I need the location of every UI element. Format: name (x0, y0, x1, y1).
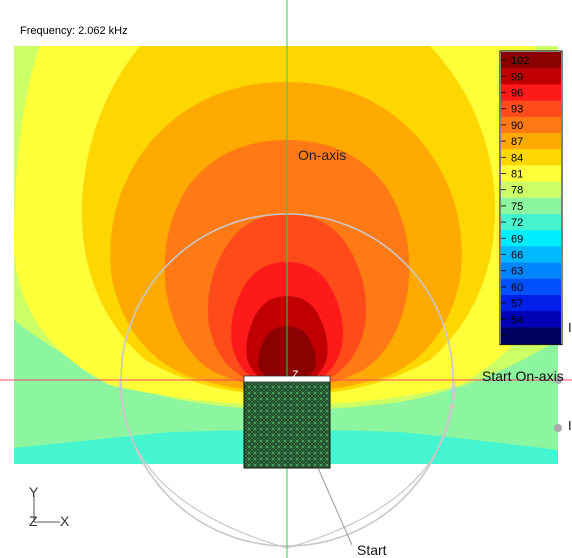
start-leader-line (317, 467, 353, 546)
legend-swatch (501, 149, 561, 166)
legend-swatch (501, 278, 561, 296)
speaker-baffle (243, 375, 331, 383)
z-axis-marker-label: Z (292, 369, 299, 381)
legend-label: 63 (511, 266, 523, 278)
legend-swatch (501, 68, 561, 85)
legend-swatch (501, 214, 561, 231)
legend-swatch (501, 230, 561, 247)
legend-swatch (501, 197, 561, 215)
side-handle[interactable] (554, 424, 562, 432)
legend-swatch (501, 116, 561, 134)
legend-label: 66 (511, 250, 523, 262)
speaker-enclosure[interactable] (243, 379, 331, 469)
legend-label: 93 (511, 104, 523, 116)
legend-label: 78 (511, 185, 523, 197)
legend-label: 102 (511, 55, 529, 67)
legend-label: 54 (511, 314, 523, 326)
start-on-axis-handle[interactable] (554, 376, 562, 384)
legend-swatch (501, 181, 561, 199)
start-label: Start (357, 542, 387, 558)
legend-swatch (501, 246, 561, 264)
legend-label: 69 (511, 233, 523, 245)
legend-label: 99 (511, 71, 523, 83)
legend-swatch (501, 165, 561, 183)
frequency-label: Frequency: 2.062 kHz (20, 25, 128, 37)
legend-label: 60 (511, 282, 523, 294)
legend-swatch (501, 295, 561, 312)
legend-swatch (501, 84, 561, 102)
contour-78 (14, 320, 558, 450)
legend-label: 90 (511, 120, 523, 132)
spl-color-legend: 102 99 96 93 90 87 84 81 78 75 72 69 66 63 60 57 54 (499, 50, 563, 346)
legend-label: 57 (511, 298, 523, 310)
legend-label: 96 (511, 88, 523, 100)
legend-swatch (501, 262, 561, 280)
on-axis-label: On-axis (298, 147, 346, 163)
axis-triad: Y Z X (29, 484, 70, 529)
right-edge-glyph: I (568, 320, 572, 335)
legend-label: 75 (511, 201, 523, 213)
legend-swatch (501, 133, 561, 150)
legend-label: 87 (511, 136, 523, 148)
right-edge-glyph-2: I (568, 418, 572, 433)
legend-swatch (501, 327, 561, 345)
start-on-axis-label: Start On-axis (482, 368, 564, 384)
legend-swatch (501, 52, 561, 69)
legend-label: 81 (511, 169, 523, 181)
triad-x-label: X (60, 513, 70, 529)
contour-75 (14, 350, 558, 464)
triad-y-label: Y (29, 484, 39, 500)
legend-label: 72 (511, 217, 523, 229)
legend-label: 84 (511, 152, 523, 164)
triad-z-label: Z (29, 513, 38, 529)
legend-swatch (501, 100, 561, 118)
legend-swatch (501, 311, 561, 328)
